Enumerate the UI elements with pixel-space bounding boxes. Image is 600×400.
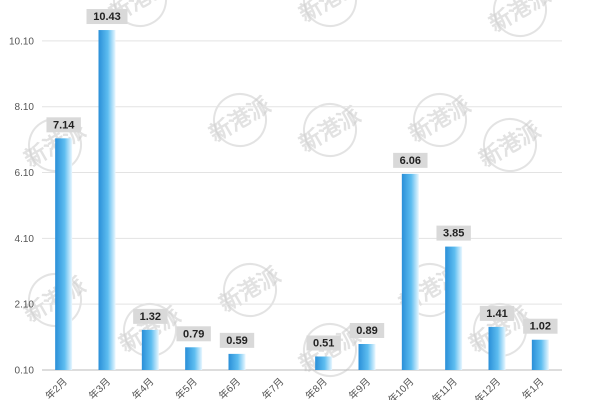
data-label-bg (479, 305, 515, 321)
data-label-bg (523, 318, 558, 334)
data-label-bg (349, 323, 385, 339)
bar (401, 173, 419, 370)
data-label-text: 1.41 (486, 308, 507, 320)
data-label-text: 1.02 (530, 321, 551, 333)
bar (315, 356, 333, 370)
bar (141, 329, 159, 370)
watermark-stamp: 新港派 (215, 262, 285, 317)
x-category-label: 年9月 (346, 375, 373, 400)
data-label: 1.32 (133, 308, 168, 324)
data-label-text: 3.85 (443, 228, 464, 240)
bar (445, 246, 463, 370)
watermark-stamp: 新港派 (205, 92, 275, 147)
x-category-label: 年4月 (129, 375, 156, 400)
y-tick-label: 8.10 (15, 102, 35, 113)
grid-lines (42, 40, 562, 371)
watermark-text: 新港派 (205, 92, 275, 147)
data-label: 10.43 (86, 9, 128, 25)
x-category-label: 年3月 (86, 375, 113, 400)
data-labels-group: 7.14 10.43 1.32 0.79 0.59 0.51 0.89 6.06 3.85 1.4… (46, 9, 558, 351)
bar (488, 326, 506, 370)
watermark-layer: 新港派新港派新港派新港派新港派新港派新港派新港派新港派新港派新港派新港派新港派新… (20, 0, 555, 377)
data-label: 7.14 (46, 117, 81, 133)
bar (185, 347, 203, 370)
data-label: 6.06 (393, 152, 428, 168)
watermark-stamp: 新港派 (295, 0, 365, 27)
x-category-label: 年2月 (43, 375, 70, 400)
data-label: 0.79 (176, 326, 211, 342)
x-category-label: 年8月 (303, 375, 330, 400)
watermark-stamp: 新港派 (405, 92, 475, 147)
data-label: 1.02 (523, 318, 558, 334)
y-tick-label: 0.10 (15, 366, 35, 377)
data-label-text: 0.89 (356, 325, 377, 337)
data-label-text: 6.06 (400, 155, 421, 167)
data-label-text: 0.79 (183, 328, 204, 340)
x-category-label: 年1月 (519, 375, 546, 400)
y-tick-label: 6.10 (15, 168, 35, 179)
bars-group (55, 30, 549, 370)
watermark-text: 新港派 (295, 0, 365, 27)
data-label: 1.41 (479, 305, 515, 321)
watermark-text: 新港派 (295, 102, 365, 157)
x-category-label: 年11月 (429, 375, 460, 400)
x-category-label: 年6月 (216, 375, 243, 400)
y-tick-label: 2.10 (15, 300, 35, 311)
bar (358, 344, 376, 370)
y-tick-label: 4.10 (15, 234, 35, 245)
data-label-bg (86, 9, 128, 25)
data-label-bg (46, 117, 81, 133)
bar (55, 138, 73, 370)
watermark-text: 新港派 (405, 92, 475, 147)
data-label-bg (436, 225, 471, 241)
x-axis-categories: 年2月 年3月 年4月 年5月 年6月 年7月 年8月 年9月 年10月 年11月 年12月 年1月 (43, 375, 547, 400)
data-label-bg (133, 308, 168, 324)
data-label: 3.85 (436, 225, 471, 241)
watermark-text: 新港派 (215, 262, 285, 317)
x-category-label: 年10月 (385, 375, 416, 400)
watermark-text: 新港派 (475, 117, 545, 172)
y-tick-label: 10.10 (9, 36, 34, 47)
y-axis-ticks: 0.10 2.10 4.10 6.10 8.10 10.10 (9, 36, 34, 376)
data-label-text: 7.14 (53, 119, 75, 131)
data-label-text: 0.59 (226, 335, 247, 347)
x-category-label: 年5月 (173, 375, 200, 400)
bar (531, 339, 549, 370)
data-label: 0.59 (219, 332, 255, 348)
data-label-bg (393, 152, 428, 168)
data-label-bg (219, 332, 255, 348)
data-label: 0.51 (306, 335, 341, 351)
data-label-text: 0.51 (313, 338, 334, 350)
data-label-bg (176, 326, 211, 342)
bar (228, 353, 246, 370)
data-label: 0.89 (349, 323, 385, 339)
bar (98, 30, 116, 370)
watermark-stamp: 新港派 (295, 102, 365, 157)
data-label-text: 1.32 (140, 311, 161, 323)
x-category-label: 年12月 (472, 375, 503, 400)
watermark-stamp: 新港派 (485, 0, 555, 37)
x-category-label: 年7月 (259, 375, 286, 400)
data-label-text: 10.43 (93, 11, 121, 23)
data-label-bg (306, 335, 341, 351)
